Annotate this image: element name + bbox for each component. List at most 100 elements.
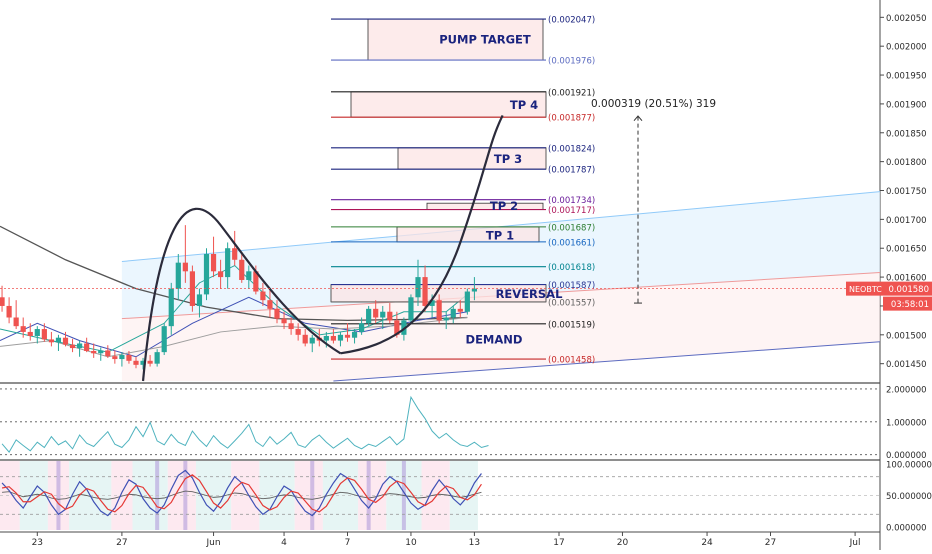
- candle-body: [69, 344, 76, 349]
- measure-arrow-head: [633, 115, 643, 121]
- time-tick-label: 13: [469, 538, 480, 548]
- level-label: (0.001787): [548, 166, 595, 176]
- candle-body: [34, 329, 40, 336]
- time-tick-label: 23: [32, 538, 43, 548]
- indicator1-tick-label: 0.000000: [886, 451, 927, 461]
- last-price-label: 0.001580: [888, 285, 929, 295]
- level-label: (0.001557): [548, 298, 595, 308]
- time-tick-label: 27: [116, 538, 127, 548]
- candle-body: [415, 277, 421, 298]
- candle-body: [48, 339, 54, 343]
- level-label: (0.001687): [548, 223, 595, 233]
- level-label: (0.002047): [548, 16, 595, 26]
- current-price-tag: [846, 281, 932, 296]
- candle-body: [168, 288, 174, 327]
- price-tick-label: 0.001950: [886, 72, 927, 82]
- candle-body: [232, 248, 238, 260]
- price-tick-label: 0.001700: [886, 216, 927, 226]
- candle-body: [98, 350, 104, 354]
- price-tick-label: 0.001750: [886, 187, 927, 197]
- candle-body: [175, 262, 181, 289]
- candle-body: [0, 297, 5, 306]
- level-label: (0.001519): [548, 320, 595, 330]
- tp3-box: [397, 147, 547, 170]
- time-tick-label: 24: [701, 538, 713, 548]
- candle-body: [140, 360, 146, 365]
- candle-body: [330, 335, 336, 341]
- level-label: (0.001734): [548, 196, 595, 206]
- arc-drawing: [141, 207, 342, 382]
- candle-body: [13, 317, 19, 327]
- indicator2-tick-label: 0.000000: [886, 523, 927, 533]
- annotation-label: DEMAND: [466, 332, 523, 346]
- stoch-signal-strip: [183, 461, 188, 530]
- time-tick-label: Jul: [849, 538, 861, 548]
- price-tick-label: 0.001450: [886, 360, 927, 370]
- candle-body: [27, 331, 33, 336]
- candle-body: [302, 334, 308, 344]
- candle-body: [422, 277, 428, 306]
- price-tick-label: 0.002000: [886, 43, 927, 53]
- annotation-label: TP 4: [510, 98, 538, 112]
- price-tick-label: 0.001900: [886, 100, 927, 110]
- pump-curve-drawing: [340, 114, 504, 355]
- price-tick-label: 0.002050: [886, 14, 927, 24]
- time-tick-label: 10: [405, 538, 417, 548]
- time-tick-label: 7: [345, 538, 351, 548]
- indicator1-tick-label: 2.000000: [886, 385, 927, 395]
- level-label: (0.001587): [548, 281, 595, 291]
- indicator2-tick-label: 100.000000: [886, 461, 932, 471]
- candle-body: [239, 259, 245, 280]
- upper-channel-fill: [121, 191, 880, 319]
- symbol-label: NEOBTC: [849, 285, 882, 294]
- candle-body: [196, 294, 203, 306]
- candle-body: [62, 337, 69, 345]
- candle-body: [401, 320, 407, 335]
- level-label: (0.001976): [548, 57, 595, 67]
- candle-body: [126, 355, 132, 361]
- annotation-label: REVERSAL: [496, 287, 564, 301]
- candle-body: [77, 343, 83, 349]
- indicator1-tick-label: 1.000000: [886, 418, 927, 428]
- measure-label: 0.000319 (20.51%) 319: [591, 98, 716, 110]
- price-tick-label: 0.001650: [886, 245, 927, 255]
- annotation-label: PUMP TARGET: [439, 32, 531, 46]
- candle-body: [429, 300, 435, 306]
- level-label: (0.001921): [548, 88, 595, 98]
- indicator2-d-line: [1, 474, 482, 513]
- candle-body: [323, 335, 329, 341]
- price-tick-label: 0.001600: [886, 274, 927, 284]
- candle-body: [253, 271, 259, 292]
- candle-body: [450, 308, 456, 318]
- candle-body: [133, 360, 139, 365]
- tp1-box: [396, 226, 540, 243]
- level-label: (0.001717): [548, 206, 595, 216]
- candle-body: [344, 334, 351, 338]
- candle-body: [443, 317, 449, 321]
- candle-body: [359, 323, 365, 332]
- stoch-background-band: [0, 461, 20, 530]
- candle-body: [267, 300, 273, 309]
- time-tick-label: Jun: [206, 538, 221, 548]
- price-tick-label: 0.001850: [886, 129, 927, 139]
- price-tick-label: 0.001500: [886, 331, 927, 341]
- candle-body: [337, 334, 344, 341]
- countdown-label: 03:58:01: [891, 300, 929, 310]
- candle-body: [274, 308, 280, 319]
- indicator1-line: [1, 395, 489, 453]
- candle-body: [210, 254, 217, 272]
- candle-body: [387, 311, 393, 321]
- countdown-tag: [883, 296, 932, 311]
- time-tick-label: 4: [281, 538, 287, 548]
- candle-body: [91, 350, 97, 354]
- level-label: (0.001661): [548, 238, 595, 248]
- time-tick-label: 17: [553, 538, 564, 548]
- stoch-signal-strip: [56, 461, 61, 530]
- time-tick-label: 20: [617, 538, 629, 548]
- level-label: (0.001824): [548, 144, 595, 154]
- candle-body: [6, 305, 12, 318]
- ma-200-line: [0, 225, 468, 322]
- candle-body: [84, 343, 90, 351]
- candle-body: [182, 262, 188, 272]
